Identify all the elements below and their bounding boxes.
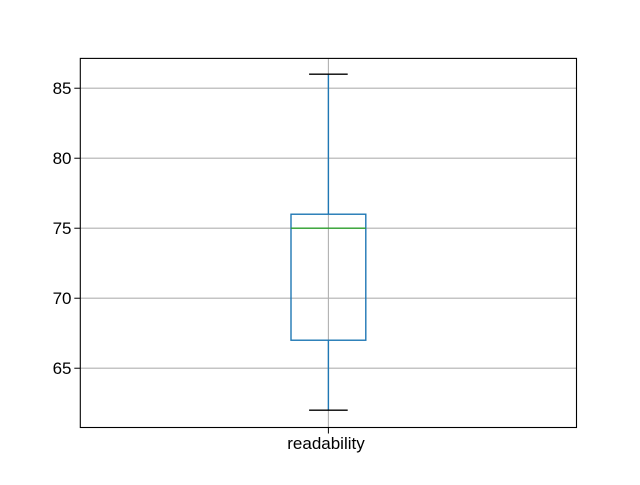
svg-text:75: 75 — [53, 219, 72, 238]
svg-text:readability: readability — [287, 434, 365, 453]
svg-text:85: 85 — [53, 79, 72, 98]
svg-text:70: 70 — [53, 289, 72, 308]
svg-text:80: 80 — [53, 149, 72, 168]
svg-text:65: 65 — [53, 359, 72, 378]
